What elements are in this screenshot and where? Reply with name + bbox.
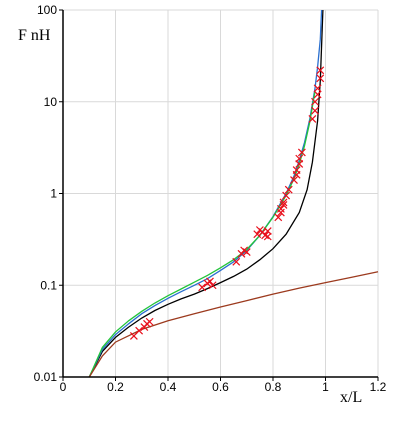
data-marker bbox=[276, 208, 285, 217]
data-markers bbox=[129, 66, 325, 340]
y-tick-label: 0.1 bbox=[40, 278, 57, 292]
data-marker bbox=[313, 84, 322, 93]
data-marker bbox=[284, 185, 293, 194]
y-tick-label: 100 bbox=[37, 3, 57, 17]
x-tick-labels: 0 0.2 0.4 0.6 0.8 1 1.2 bbox=[60, 380, 387, 394]
y-tick-labels: 0.01 0.1 1 10 100 bbox=[34, 3, 58, 384]
x-tick-label: 0.6 bbox=[212, 380, 229, 394]
series-line-green bbox=[88, 91, 316, 378]
x-tick-label: 1.2 bbox=[370, 380, 387, 394]
data-marker bbox=[276, 204, 285, 213]
data-marker bbox=[261, 231, 270, 240]
series-line-brown bbox=[88, 271, 379, 378]
x-tick-label: 0.8 bbox=[265, 380, 282, 394]
data-marker bbox=[279, 198, 288, 207]
data-marker bbox=[206, 277, 214, 286]
data-marker bbox=[232, 257, 241, 266]
y-tick-label: 1 bbox=[50, 187, 57, 201]
y-axis-title: F nH bbox=[18, 27, 51, 44]
x-tick-label: 0.2 bbox=[107, 380, 124, 394]
data-marker bbox=[253, 230, 262, 239]
y-tick-label: 10 bbox=[44, 95, 58, 109]
data-marker bbox=[313, 90, 322, 99]
data-marker bbox=[290, 176, 298, 185]
data-marker bbox=[242, 248, 251, 256]
data-marker bbox=[295, 154, 304, 163]
axes bbox=[59, 9, 379, 381]
y-tick-label: 0.01 bbox=[34, 370, 58, 384]
data-marker bbox=[279, 201, 288, 209]
data-marker bbox=[274, 213, 283, 222]
data-marker bbox=[135, 326, 144, 335]
x-tick-label: 0.4 bbox=[160, 380, 177, 394]
data-marker bbox=[297, 148, 306, 157]
data-marker bbox=[208, 281, 217, 290]
data-marker bbox=[263, 227, 272, 235]
data-marker bbox=[316, 74, 325, 83]
data-marker bbox=[292, 166, 301, 175]
data-marker bbox=[316, 66, 325, 75]
data-marker bbox=[311, 97, 319, 106]
data-marker bbox=[198, 283, 207, 292]
data-marker bbox=[311, 106, 319, 115]
x-axis-title: x/L bbox=[340, 389, 362, 406]
x-tick-label: 0 bbox=[60, 380, 67, 394]
series-line-black bbox=[88, 9, 324, 378]
data-marker bbox=[308, 114, 317, 123]
data-marker bbox=[282, 191, 291, 200]
grid bbox=[63, 9, 379, 377]
data-marker bbox=[145, 317, 154, 326]
x-tick-label: 1 bbox=[322, 380, 329, 394]
